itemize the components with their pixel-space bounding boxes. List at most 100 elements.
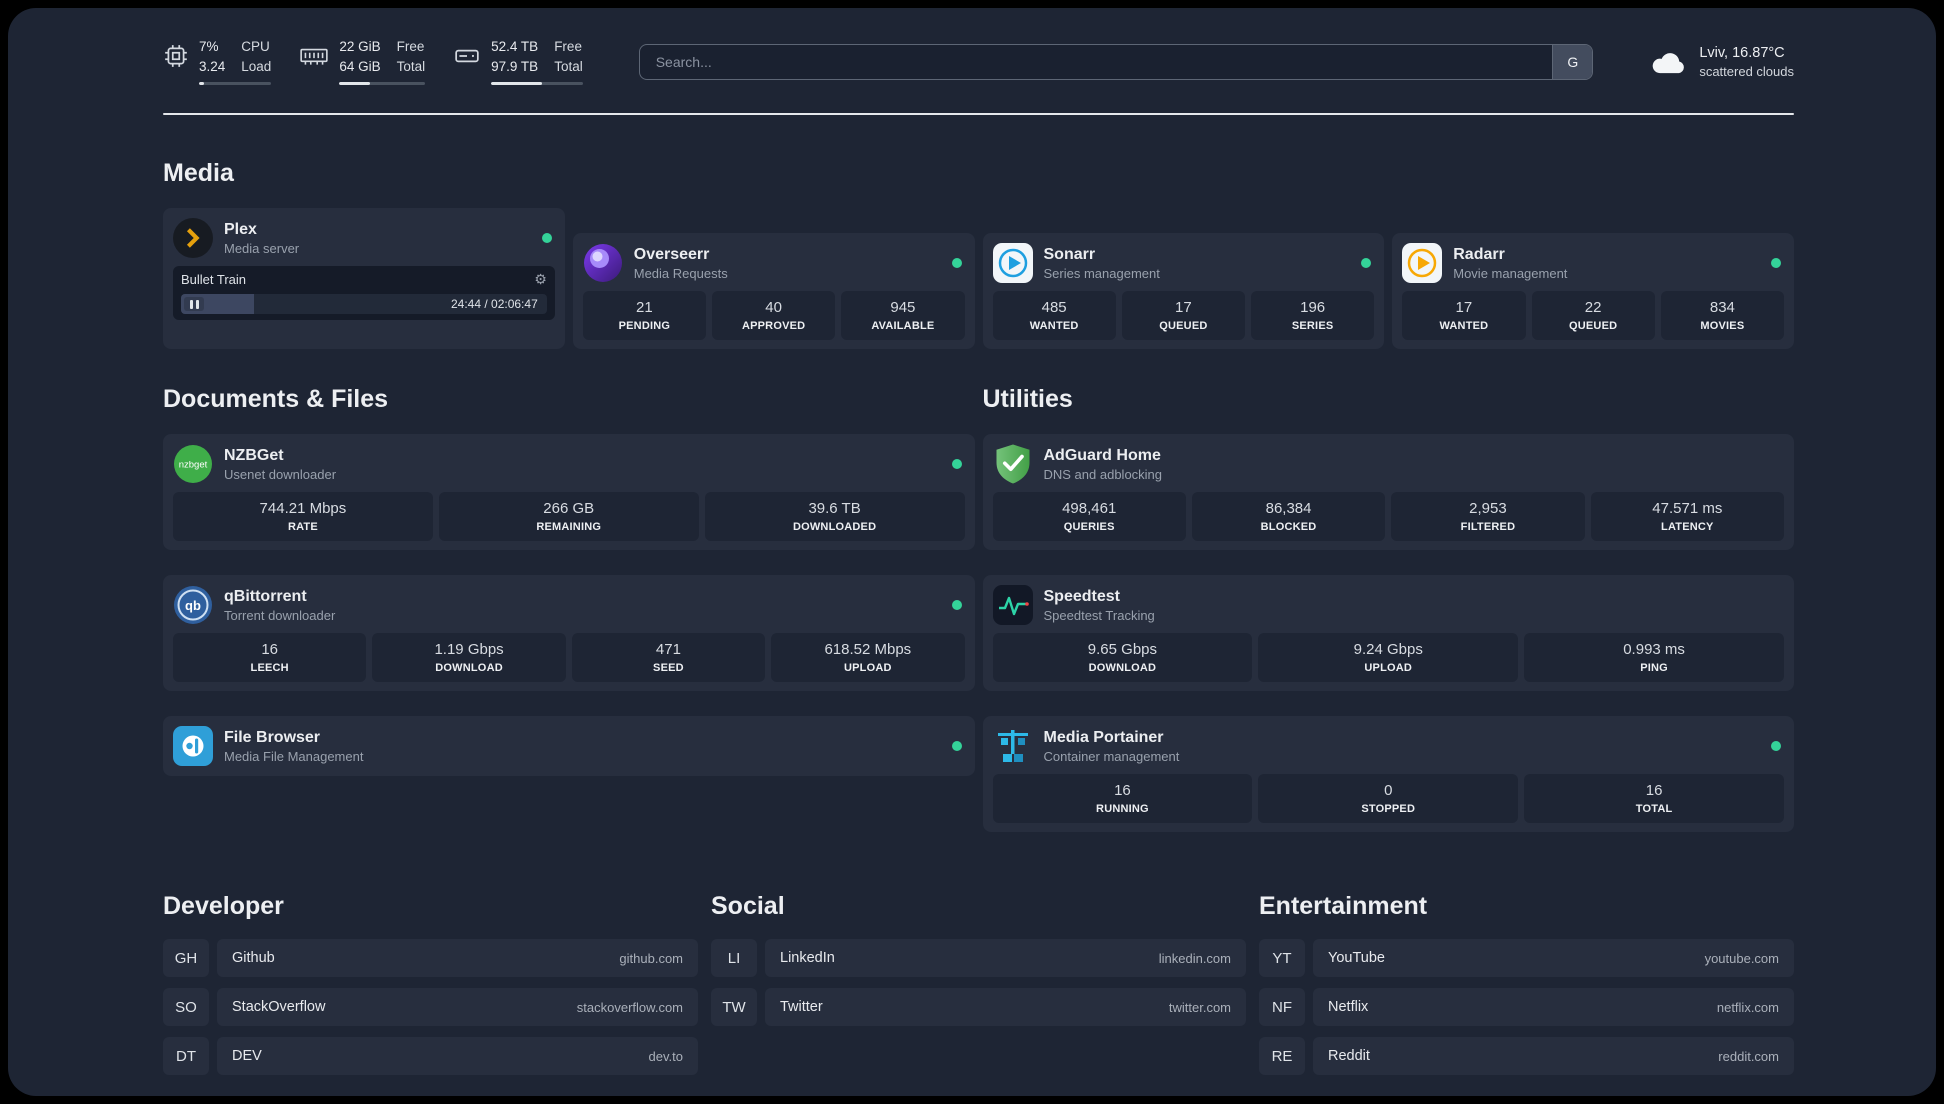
nzbget-icon: nzbget xyxy=(173,444,213,484)
disk-widget: 52.4 TB 97.9 TB Free Total xyxy=(453,38,583,86)
dashboard-screen: 7% 3.24 CPU Load xyxy=(8,8,1936,1096)
stat-tile: 0.993 ms PING xyxy=(1524,633,1784,683)
bookmark-youtube[interactable]: YT YouTube youtube.com xyxy=(1259,939,1794,978)
service-card-plex[interactable]: Plex Media server Bullet Train ⚙ 24:44 /… xyxy=(163,208,565,350)
stat-value: 21 xyxy=(636,299,653,317)
stat-value: 744.21 Mbps xyxy=(259,500,347,518)
stat-value: 485 xyxy=(1041,299,1067,317)
bookmark-domain: github.com xyxy=(619,950,683,966)
service-name: Overseerr xyxy=(633,245,710,263)
bookmark-reddit[interactable]: RE Reddit reddit.com xyxy=(1259,1037,1794,1076)
bookmark-twitter[interactable]: TW Twitter twitter.com xyxy=(711,988,1246,1027)
service-card-qbittorrent[interactable]: qb qBittorrent Torrent downloader 16 LEE… xyxy=(163,575,975,692)
service-card-radarr[interactable]: Radarr Movie management 17 WANTED 22 QUE… xyxy=(1392,233,1794,350)
weather-widget[interactable]: Lviv, 16.87°C scattered clouds xyxy=(1649,45,1794,79)
bookmark-name: Netflix xyxy=(1328,999,1369,1016)
disk-usage-bar xyxy=(491,82,583,86)
stat-label: QUERIES xyxy=(1063,521,1115,534)
stat-tile: 0 STOPPED xyxy=(1258,774,1519,824)
pause-icon[interactable] xyxy=(184,297,204,312)
stat-value: 16 xyxy=(1645,782,1663,800)
stat-label: UPLOAD xyxy=(843,662,892,675)
stat-tile: 16 RUNNING xyxy=(992,774,1253,824)
topbar-divider xyxy=(163,113,1794,116)
bookmark-name: YouTube xyxy=(1328,950,1385,967)
service-name: Speedtest xyxy=(1043,587,1120,605)
ram-free-label: Free xyxy=(396,39,425,54)
search-input[interactable] xyxy=(639,53,1553,70)
radarr-icon xyxy=(1402,243,1443,284)
stat-tile: 744.21 Mbps RATE xyxy=(173,492,433,542)
weather-location: Lviv, 16.87°C xyxy=(1699,44,1785,61)
playback-progress-bar[interactable]: 24:44 / 02:06:47 xyxy=(181,294,547,315)
disk-total-label: Total xyxy=(554,59,583,75)
stat-label: UPLOAD xyxy=(1364,662,1413,675)
stat-tile: 471 SEED xyxy=(571,633,766,683)
bookmarks-area: Developer GH Github github.com SO StackO… xyxy=(163,840,1794,1086)
bookmark-group-developer: Developer GH Github github.com SO StackO… xyxy=(163,840,698,1086)
search-provider-button[interactable]: G xyxy=(1552,44,1593,79)
bookmark-group-social: Social LI LinkedIn linkedin.com TW Twitt… xyxy=(711,840,1246,1086)
speedtest-icon xyxy=(992,585,1033,626)
media-card-row: Plex Media server Bullet Train ⚙ 24:44 /… xyxy=(163,208,1794,350)
bookmark-stackoverflow[interactable]: SO StackOverflow stackoverflow.com xyxy=(163,988,698,1027)
service-card-sonarr[interactable]: Sonarr Series management 485 WANTED 17 Q… xyxy=(982,233,1385,350)
service-subtitle: Media File Management xyxy=(224,748,364,764)
stat-tile: 17 WANTED xyxy=(1402,291,1526,341)
status-dot xyxy=(951,258,962,269)
ram-total-value: 64 GiB xyxy=(339,59,381,75)
ram-widget: 22 GiB 64 GiB Free Total xyxy=(299,38,426,86)
status-dot xyxy=(951,600,962,611)
plex-icon xyxy=(173,218,213,259)
stat-label: QUEUED xyxy=(1159,320,1208,333)
service-card-nzbget[interactable]: nzbget NZBGet Usenet downloader 744.21 M… xyxy=(163,434,975,551)
bookmark-domain: linkedin.com xyxy=(1158,950,1231,966)
service-subtitle: Media server xyxy=(224,240,300,256)
cpu-label: CPU xyxy=(241,39,270,54)
stat-tile: 485 WANTED xyxy=(992,291,1116,341)
bookmark-linkedin[interactable]: LI LinkedIn linkedin.com xyxy=(711,939,1246,978)
stat-value: 618.52 Mbps xyxy=(824,641,912,659)
bookmark-github[interactable]: GH Github github.com xyxy=(163,939,698,978)
gear-icon[interactable]: ⚙ xyxy=(534,271,547,288)
disk-icon xyxy=(455,49,479,63)
stat-value: 16 xyxy=(1114,782,1131,800)
stat-label: FILTERED xyxy=(1460,521,1516,534)
bookmark-abbr: YT xyxy=(1259,939,1305,978)
stat-label: SEED xyxy=(653,662,684,675)
status-dot xyxy=(951,459,962,470)
stat-value: 2,953 xyxy=(1469,500,1507,518)
stat-tile: 498,461 QUERIES xyxy=(992,492,1186,542)
service-subtitle: Speedtest Tracking xyxy=(1043,607,1155,623)
stat-label: PENDING xyxy=(618,320,671,333)
stat-value: 17 xyxy=(1175,299,1192,317)
service-card-adguard[interactable]: AdGuard Home DNS and adblocking 498,461 … xyxy=(982,434,1794,551)
service-card-filebrowser[interactable]: File Browser Media File Management xyxy=(163,716,975,777)
bookmark-name: StackOverflow xyxy=(232,999,326,1016)
bookmark-group-entertainment: Entertainment YT YouTube youtube.com NF … xyxy=(1259,840,1794,1086)
stat-label: BLOCKED xyxy=(1260,521,1317,534)
service-card-overseerr[interactable]: Overseerr Media Requests 21 PENDING 40 A… xyxy=(572,233,975,350)
stat-tile: 40 APPROVED xyxy=(712,291,836,341)
cpu-widget: 7% 3.24 CPU Load xyxy=(163,38,272,86)
playback-time: 24:44 / 02:06:47 xyxy=(451,297,538,312)
stat-tile: 86,384 BLOCKED xyxy=(1191,492,1386,542)
stat-label: APPROVED xyxy=(741,320,806,333)
stat-tile: 16 TOTAL xyxy=(1524,774,1784,824)
service-card-portainer[interactable]: Media Portainer Container management 16 … xyxy=(982,716,1794,833)
bookmark-abbr: LI xyxy=(711,939,757,978)
stat-label: LEECH xyxy=(250,662,289,675)
cloud-icon xyxy=(1653,52,1685,73)
status-dot xyxy=(951,741,962,752)
service-card-speedtest[interactable]: Speedtest Speedtest Tracking 9.65 Gbps D… xyxy=(982,575,1794,692)
sonarr-icon xyxy=(992,243,1033,284)
ram-usage-bar xyxy=(339,82,426,86)
bookmark-name: LinkedIn xyxy=(780,950,835,967)
stat-tile: 196 SERIES xyxy=(1251,291,1375,341)
bookmark-dev[interactable]: DT DEV dev.to xyxy=(163,1037,698,1076)
bookmark-name: Github xyxy=(232,950,275,967)
bookmark-netflix[interactable]: NF Netflix netflix.com xyxy=(1259,988,1794,1027)
disk-total-value: 97.9 TB xyxy=(491,59,539,75)
cpu-load-value: 3.24 xyxy=(199,59,226,75)
service-name: qBittorrent xyxy=(224,587,307,605)
